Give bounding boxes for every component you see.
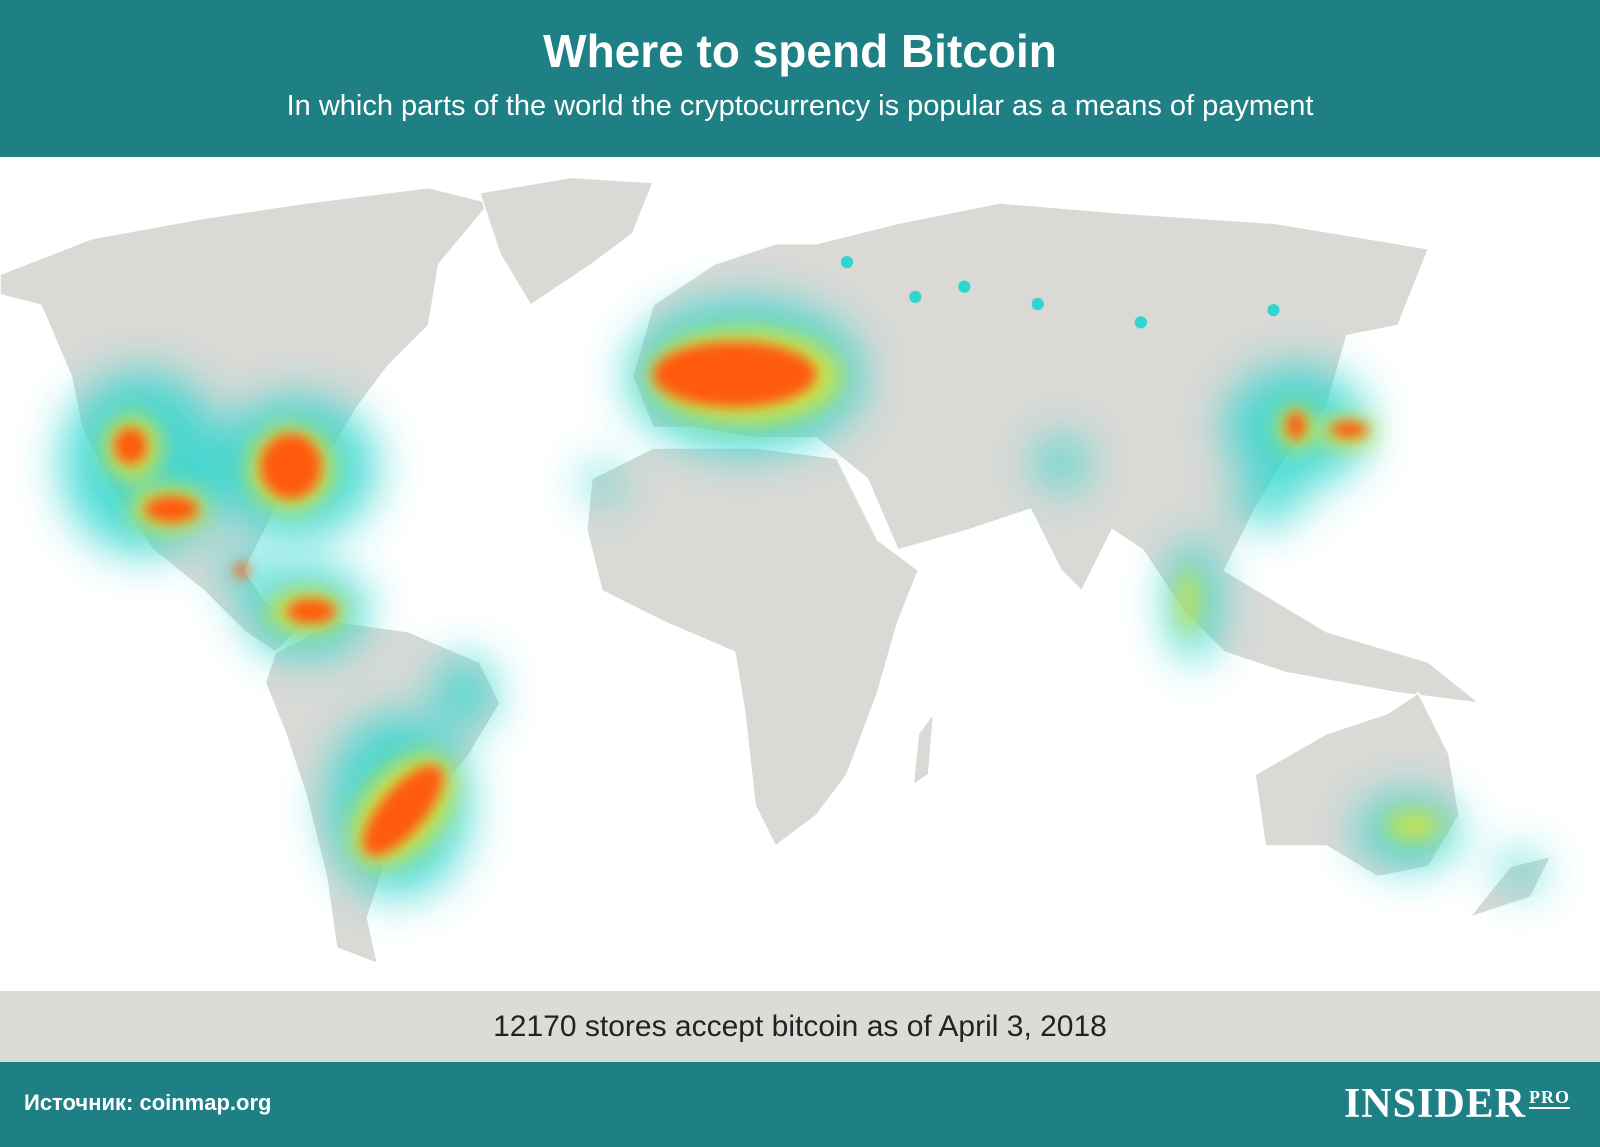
note-band: 12170 stores accept bitcoin as of April …: [0, 991, 1600, 1062]
madagascar: [912, 710, 935, 787]
subtitle: In which parts of the world the cryptocu…: [286, 90, 1314, 122]
logo-suffix: PRO: [1529, 1087, 1570, 1109]
footer: Источник: coinmap.org INSIDER PRO: [0, 1062, 1600, 1147]
title: Where to spend Bitcoin: [543, 25, 1057, 77]
note: 12170 stores accept bitcoin as of April …: [493, 1010, 1107, 1043]
logo-text: INSIDER: [1343, 1081, 1526, 1127]
heat-dots: [840, 256, 1280, 329]
logo: INSIDER PRO: [1344, 1080, 1570, 1128]
heat-core: [114, 341, 1368, 856]
greenland: [478, 176, 655, 307]
world-heatmap: [0, 176, 1553, 965]
header: Where to spend Bitcoin In which parts of…: [0, 0, 1600, 157]
source: Источник: coinmap.org: [24, 1090, 272, 1115]
africa: [585, 447, 920, 848]
